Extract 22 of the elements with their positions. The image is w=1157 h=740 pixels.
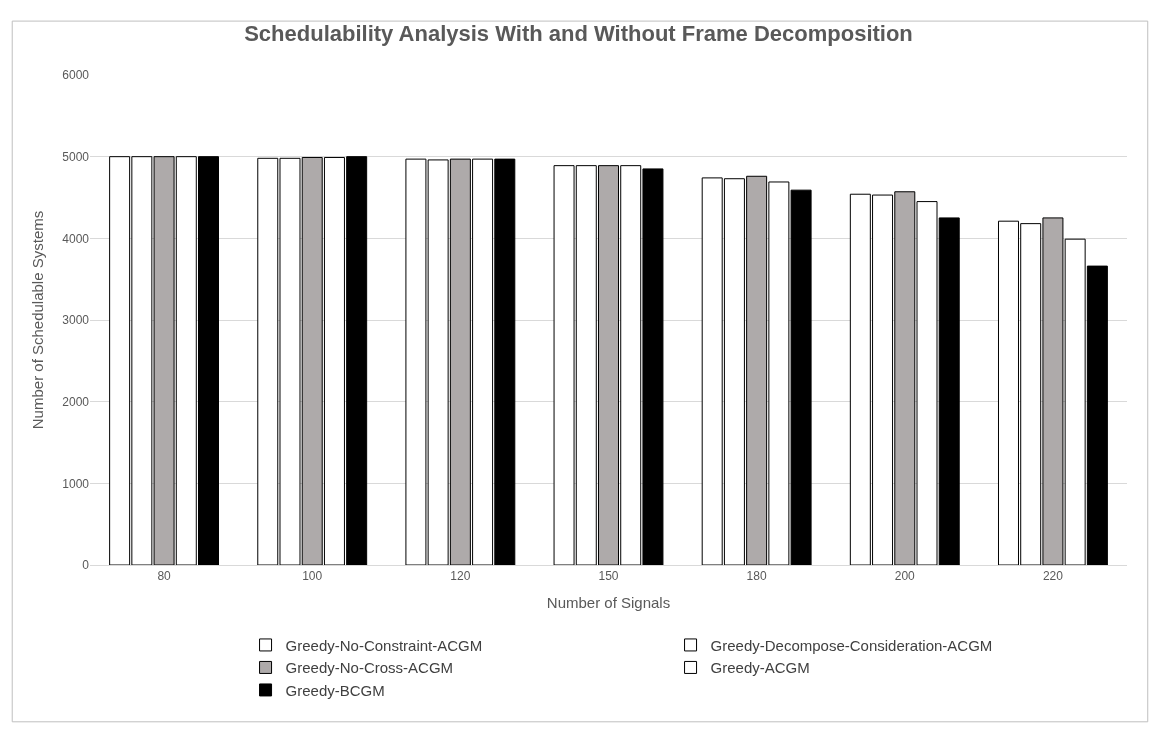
y-tick-label: 0	[82, 558, 90, 573]
legend-label: Greedy-ACGM	[710, 659, 810, 677]
x-tick-label: 200	[894, 569, 916, 584]
x-tick-label: 120	[450, 569, 471, 584]
y-tick-label: 4000	[62, 231, 90, 246]
y-tick-label: 1000	[62, 476, 90, 491]
legend-label: Greedy-No-Constraint-ACGM	[285, 636, 483, 654]
x-tick-label: 80	[157, 569, 172, 584]
y-tick-label: 6000	[62, 68, 90, 83]
legend-label: Greedy-No-Cross-ACGM	[285, 659, 454, 677]
x-tick-label: 100	[302, 569, 323, 584]
y-tick-label: 2000	[62, 394, 90, 409]
x-axis-title: Number of Signals	[546, 594, 671, 612]
y-tick-label: 5000	[62, 149, 90, 164]
y-tick-label: 3000	[62, 313, 90, 328]
y-axis-title: Number of Schedulable Systems	[28, 210, 46, 430]
x-tick-label: 150	[598, 569, 619, 584]
chart-title: Schedulability Analysis With and Without Frame Decomposition	[244, 21, 913, 47]
legend-label: Greedy-BCGM	[285, 681, 385, 699]
x-tick-label: 220	[1042, 569, 1064, 584]
legend-label: Greedy-Decompose-Consideration-ACGM	[710, 636, 993, 654]
x-tick-label: 180	[746, 569, 767, 584]
